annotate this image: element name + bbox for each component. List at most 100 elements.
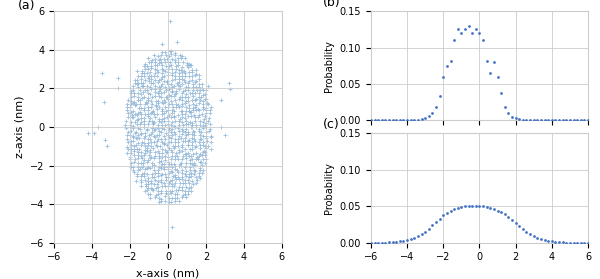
Point (160, 142, 169, 146)
Point (199, 168, 208, 172)
Point (143, 84, 152, 88)
Point (197, 170, 206, 175)
Point (184, 102, 194, 107)
Point (153, 189, 163, 193)
Point (143, 88, 152, 92)
Point (152, 74, 161, 79)
Point (175, 161, 185, 166)
Point (398, 118, 408, 123)
Point (123, 98, 133, 102)
Point (160, 69, 169, 74)
Point (185, 147, 194, 151)
Point (205, 111, 215, 116)
Point (170, 77, 180, 81)
Point (127, 120, 136, 125)
Point (217, 98, 226, 102)
Point (145, 60, 154, 64)
Point (155, 57, 165, 61)
Point (128, 168, 137, 172)
Point (198, 140, 208, 144)
Point (191, 174, 200, 179)
Point (157, 116, 166, 121)
Point (157, 82, 167, 86)
Point (370, 240, 379, 245)
Point (173, 196, 182, 200)
Point (453, 206, 463, 210)
Point (157, 42, 167, 46)
Point (195, 123, 205, 127)
Point (177, 77, 187, 82)
Point (195, 166, 205, 170)
Point (160, 119, 169, 124)
Point (163, 79, 172, 83)
Point (146, 77, 155, 81)
Point (150, 60, 160, 64)
Point (154, 91, 163, 95)
Point (224, 80, 234, 85)
Point (150, 150, 160, 154)
Point (181, 85, 191, 89)
Point (170, 140, 180, 144)
Point (417, 117, 427, 121)
Point (163, 81, 173, 86)
Point (163, 67, 173, 71)
Point (533, 118, 542, 123)
Point (137, 68, 146, 73)
Point (154, 94, 163, 98)
Point (123, 147, 133, 151)
Point (179, 77, 189, 82)
Point (164, 174, 173, 179)
Point (177, 149, 187, 153)
Point (201, 111, 211, 115)
Point (156, 83, 166, 88)
Point (146, 149, 155, 154)
Point (121, 123, 130, 127)
Point (128, 109, 138, 114)
Point (183, 139, 193, 144)
Point (130, 159, 139, 164)
Point (172, 192, 182, 196)
Point (173, 175, 183, 179)
Point (140, 144, 150, 148)
Point (197, 163, 207, 168)
Point (194, 100, 204, 105)
Point (169, 145, 179, 150)
Point (133, 69, 142, 74)
Point (139, 125, 149, 129)
Point (133, 78, 142, 82)
Point (187, 146, 196, 151)
Point (184, 84, 193, 89)
Point (435, 217, 445, 221)
Point (197, 82, 207, 86)
Point (181, 174, 191, 178)
Point (122, 126, 131, 130)
Point (187, 110, 196, 114)
Point (152, 68, 162, 72)
Point (194, 171, 204, 175)
Point (126, 102, 136, 106)
Point (149, 167, 158, 172)
Point (145, 137, 154, 141)
Point (167, 178, 177, 182)
Point (152, 112, 162, 116)
Point (198, 150, 208, 154)
Point (143, 165, 153, 169)
Point (143, 91, 152, 95)
Point (153, 168, 163, 172)
Point (171, 188, 181, 193)
Point (136, 184, 146, 188)
Point (133, 156, 143, 160)
Point (151, 99, 160, 104)
Point (133, 110, 142, 115)
Point (366, 118, 376, 123)
Point (475, 31, 484, 35)
Point (136, 115, 146, 120)
Point (181, 119, 191, 124)
Point (149, 163, 159, 168)
Point (174, 80, 184, 84)
Y-axis label: z-axis (nm): z-axis (nm) (14, 96, 25, 158)
Point (164, 199, 173, 204)
Point (166, 115, 176, 119)
Point (206, 134, 215, 138)
Point (149, 139, 159, 144)
